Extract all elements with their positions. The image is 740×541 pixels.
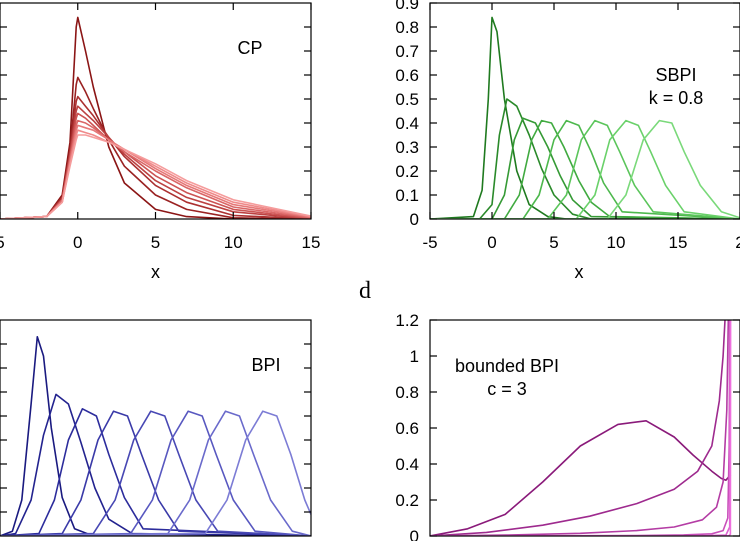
series-line-2 [0,76,311,219]
panel-annotation: bounded BPI [455,356,559,376]
chart-panel-1: 5 0 5 10 15 x CP [0,2,321,282]
series-line-6 [0,119,311,219]
series-line-4 [430,119,740,219]
series-line-2 [430,98,740,219]
y-tick-label: 0.8 [395,18,419,37]
series-line-7 [430,119,740,219]
series-line-3 [430,117,740,219]
chart-panel-4: 0 0.2 0.4 0.6 0.8 1 1.2 bounded BPI c = 3 [395,311,740,541]
plot-frame [429,319,740,537]
x-tick-label: 15 [302,233,321,252]
y-tick-label: 0 [410,210,419,229]
series-line-5 [430,119,740,219]
x-tick-label: 5 [0,233,5,252]
panel-annotation: BPI [251,355,280,375]
y-tick-label: 0.3 [395,138,419,157]
series-line-2 [0,393,311,536]
series-line-4 [0,410,311,536]
x-tick-label: 10 [224,233,243,252]
y-tick-label: 0.8 [395,383,419,402]
series-line-1 [430,420,732,536]
x-tick-label: 0 [487,233,496,252]
x-tick-label: 5 [549,233,558,252]
x-axis-label: x [575,262,584,282]
series-line-7 [0,124,311,219]
y-tick-label: 0 [410,527,419,541]
series-line-4 [430,320,731,536]
series-line-3 [0,95,311,219]
plot-frame [429,2,740,220]
series-line-3 [430,320,730,536]
series-line-8 [430,119,740,219]
panel-annotation: SBPI [655,65,696,85]
x-tick-label: -5 [422,233,437,252]
series-line-9 [0,134,311,219]
series-line-4 [0,105,311,219]
series-line-2 [430,320,726,536]
series-line-6 [430,320,732,536]
chart-panel-2: -5051015200.10.20.30.40.50.60.70.80.9xSB… [395,0,740,282]
series-line-7 [0,410,311,536]
series-group [430,320,732,536]
y-tick-label: 1 [410,347,419,366]
y-tick-label: 0.2 [395,162,419,181]
series-line-1 [430,16,740,219]
x-tick-label: 5 [151,233,160,252]
y-tick-label: 0.7 [395,42,419,61]
y-tick-label: 0.5 [395,90,419,109]
x-tick-label: 2 [735,233,740,252]
y-tick-label: 0.1 [395,186,419,205]
series-group [430,16,740,219]
panel-annotation: c = 3 [487,379,527,399]
panel-annotation: k = 0.8 [649,88,704,108]
series-line-6 [430,119,740,219]
series-group [0,336,311,536]
plot-frame [0,2,312,220]
panel-annotation: CP [237,38,262,58]
panel-letter: d [359,278,371,304]
x-axis-label: x [151,262,160,282]
series-line-1 [0,16,311,219]
y-tick-label: 0.6 [395,66,419,85]
y-tick-label: 1.2 [395,311,419,330]
series-line-5 [0,410,311,536]
series-line-1 [0,336,311,536]
chart-panel-3: BPI [0,319,312,537]
series-line-8 [0,410,311,536]
series-line-3 [0,408,311,536]
y-tick-label: 0.6 [395,419,419,438]
y-tick-label: 0.4 [395,114,419,133]
series-line-5 [430,320,731,536]
y-tick-label: 0.2 [395,491,419,510]
x-tick-label: 0 [73,233,82,252]
series-line-6 [0,410,311,536]
series-group [0,16,311,219]
x-tick-label: 15 [669,233,688,252]
x-tick-label: 10 [607,233,626,252]
y-tick-label: 0.4 [395,455,419,474]
y-tick-label: 0.9 [395,0,419,13]
plot-frame [0,319,312,537]
